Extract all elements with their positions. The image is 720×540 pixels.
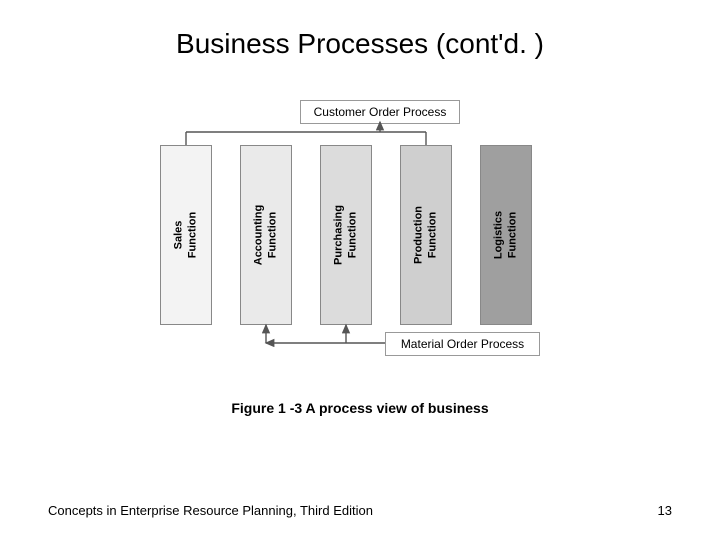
material-order-process-label: Material Order Process: [401, 337, 524, 351]
function-label-accounting: AccountingFunction: [252, 205, 280, 266]
function-column-purchasing: PurchasingFunction: [320, 145, 372, 325]
function-label-logistics: LogisticsFunction: [492, 211, 520, 259]
customer-order-process-box: Customer Order Process: [300, 100, 460, 124]
function-column-sales: SalesFunction: [160, 145, 212, 325]
footer-text: Concepts in Enterprise Resource Planning…: [48, 503, 373, 518]
customer-order-process-label: Customer Order Process: [314, 105, 447, 119]
function-label-sales: SalesFunction: [172, 212, 200, 258]
slide-title: Business Processes (cont'd. ): [0, 28, 720, 60]
material-order-process-box: Material Order Process: [385, 332, 540, 356]
function-column-logistics: LogisticsFunction: [480, 145, 532, 325]
function-column-accounting: AccountingFunction: [240, 145, 292, 325]
figure-caption: Figure 1 -3 A process view of business: [0, 400, 720, 416]
process-diagram: Customer Order Process SalesFunction Acco…: [140, 100, 580, 360]
page-number: 13: [658, 503, 672, 518]
function-label-production: ProductionFunction: [412, 206, 440, 264]
function-column-production: ProductionFunction: [400, 145, 452, 325]
function-label-purchasing: PurchasingFunction: [332, 205, 360, 265]
